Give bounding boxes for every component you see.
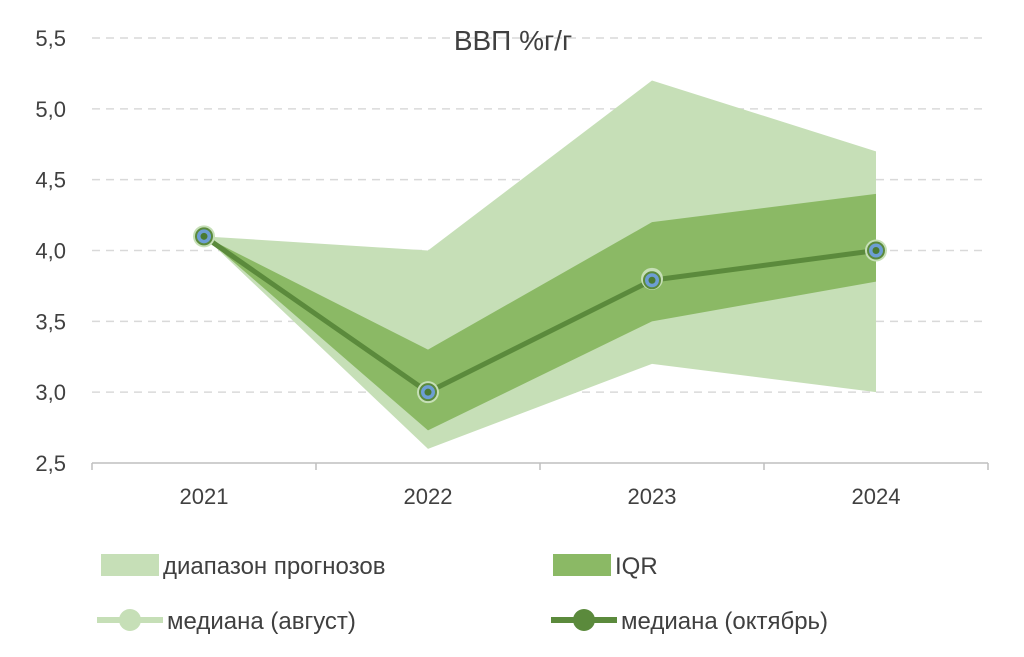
y-tick-label: 4,0: [35, 239, 66, 264]
median-october-line: [202, 234, 877, 395]
legend-marker: [119, 609, 141, 631]
y-tick-label: 3,0: [35, 380, 66, 405]
y-tick-label: 3,5: [35, 309, 66, 334]
x-axis: [91, 462, 989, 470]
bands: [204, 80, 876, 449]
legend-marker: [573, 609, 595, 631]
median-october-point-core: [200, 232, 208, 240]
legend-label: медиана (август): [167, 608, 356, 635]
legend-label: медиана (октябрь): [621, 608, 828, 635]
y-tick-label: 5,5: [35, 26, 66, 51]
legend-label: диапазон прогнозов: [163, 553, 385, 580]
median-october-point-core: [424, 388, 432, 396]
band-iqr: [204, 193, 876, 431]
median-october-point-core: [872, 247, 880, 254]
y-tick-labels: 2,5 3,0 3,5 4,0 4,5 5,0 5,5: [35, 26, 66, 476]
y-tick-label: 5,0: [35, 97, 66, 122]
legend-label: IQR: [615, 553, 658, 580]
x-tick-label: 2023: [628, 484, 677, 509]
x-tick-label: 2022: [404, 484, 453, 509]
x-tick-labels: 2021 2022 2023 2024: [180, 484, 901, 509]
y-tick-label: 2,5: [35, 451, 66, 476]
x-tick-label: 2021: [180, 484, 229, 509]
median-october-point-core: [648, 276, 656, 284]
legend-swatch: [553, 554, 611, 576]
chart-title: ВВП %г/г: [454, 25, 572, 56]
x-tick-label: 2024: [852, 484, 901, 509]
y-tick-label: 4,5: [35, 168, 66, 193]
legend: диапазон прогнозов IQR медиана (август) мед…: [97, 553, 828, 635]
legend-swatch: [101, 554, 159, 576]
median-lines: [193, 225, 887, 404]
